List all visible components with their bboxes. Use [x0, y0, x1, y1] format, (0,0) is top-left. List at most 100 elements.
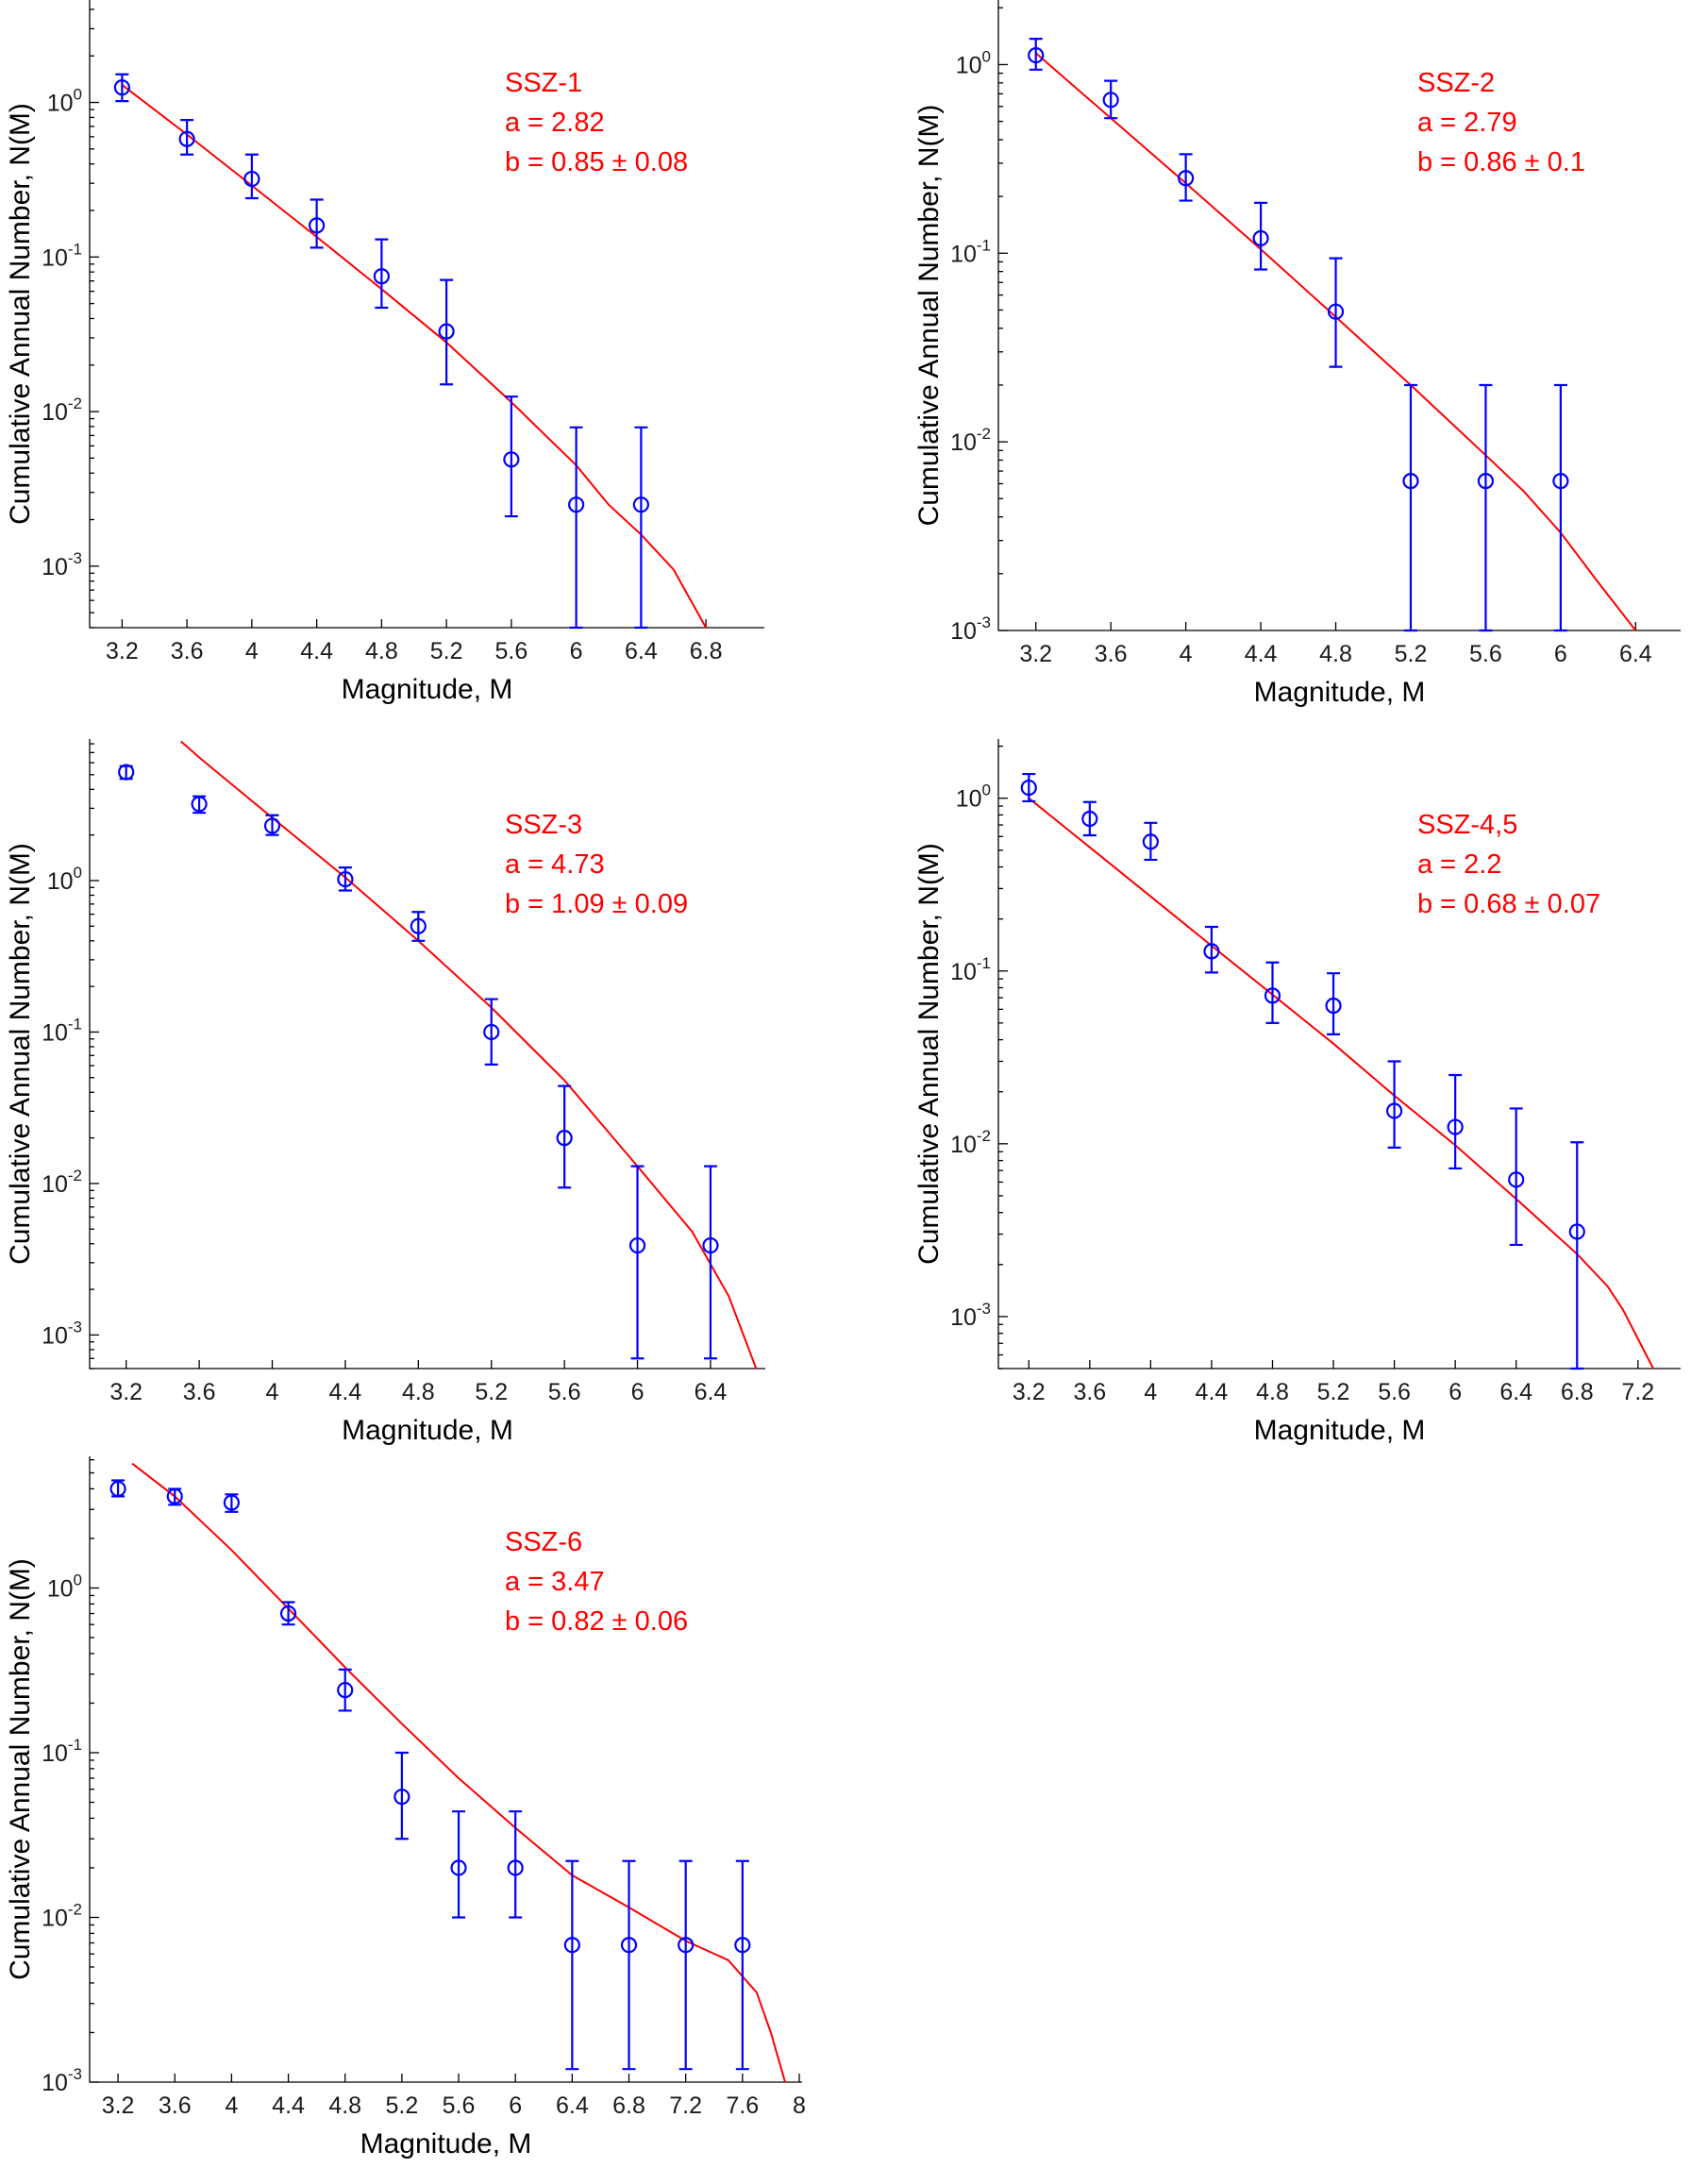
- x-axis-title: Magnitude, M: [342, 674, 513, 705]
- data-point: [309, 217, 326, 234]
- error-bar: [1029, 38, 1043, 71]
- x-tick-label: 6.4: [1619, 641, 1652, 667]
- y-tick-label: 10-2: [42, 395, 82, 426]
- y-axis-title: Cumulative Annual Number, N(M): [5, 103, 36, 525]
- error-bar: [1022, 772, 1036, 803]
- error-bar: [1265, 961, 1280, 1024]
- data-point: [450, 1859, 467, 1876]
- data-point: [373, 268, 390, 285]
- x-tick-label: 5.2: [1395, 641, 1428, 667]
- y-tick-label: 10-3: [950, 613, 991, 645]
- data-point: [1028, 46, 1045, 64]
- x-tick-label: 4.4: [1196, 1379, 1229, 1405]
- data-point: [556, 1130, 573, 1147]
- y-tick-label: 10-1: [42, 240, 82, 271]
- x-tick-label: 6.4: [1499, 1379, 1532, 1405]
- x-tick-label: 3.6: [171, 638, 204, 664]
- x-tick-label: 4: [245, 638, 259, 664]
- panel-5: 3.2 3.6 4 4.4 4.8 5.2 5.6 6 6.4 6.8 7.2 7.6 8 10-3 10-…: [5, 1456, 806, 2160]
- y-tick-label: 100: [956, 781, 991, 813]
- data-point: [1402, 473, 1419, 490]
- data-point: [620, 1937, 638, 1954]
- annotation-line: SSZ-3: [505, 810, 582, 840]
- data-point: [166, 1487, 183, 1505]
- data-point: [628, 1236, 646, 1254]
- error-bar: [484, 998, 498, 1066]
- x-tick-label: 3.6: [1073, 1379, 1106, 1405]
- x-tick-label: 6.4: [695, 1379, 728, 1405]
- fit-line: [131, 1462, 786, 2083]
- x-tick-label: 4.8: [365, 638, 398, 664]
- x-tick-label: 5.2: [430, 638, 463, 664]
- x-tick-label: 7.2: [1621, 1379, 1654, 1405]
- y-tick-label: 10-2: [950, 1127, 991, 1158]
- data-point: [337, 1682, 354, 1699]
- error-bar: [1082, 800, 1097, 837]
- panel-2: 3.2 3.6 4 4.4 4.8 5.2 5.6 6 6.4 10-3 10-2 10-1 100 Ma…: [913, 0, 1681, 708]
- data-point: [507, 1859, 524, 1876]
- data-point: [568, 496, 585, 513]
- y-axis-title: Cumulative Annual Number, N(M): [913, 105, 945, 527]
- y-axis-title: Cumulative Annual Number, N(M): [5, 1558, 36, 1980]
- panel-1: 3.2 3.6 4 4.4 4.8 5.2 5.6 6 6.4 6.8 10-3 10-2 10-1 10…: [5, 0, 764, 705]
- data-point: [118, 764, 135, 781]
- fit-line: [1028, 797, 1654, 1370]
- error-bar: [509, 1810, 523, 1919]
- y-tick-label: 10-3: [950, 1300, 991, 1331]
- data-point: [1264, 987, 1281, 1004]
- y-tick-label: 10-3: [42, 2065, 82, 2096]
- error-bar: [1204, 925, 1218, 974]
- error-bar: [394, 1751, 409, 1840]
- error-bar: [569, 426, 583, 630]
- data-point: [1325, 997, 1342, 1015]
- x-tick-label: 3.2: [109, 1379, 142, 1405]
- data-point: [1327, 303, 1345, 320]
- panel-4: 3.2 3.6 4 4.4 4.8 5.2 5.6 6 6.4 6.8 7.2 10-3 10-2 10-…: [913, 739, 1681, 1446]
- panel-3: 3.2 3.6 4 4.4 4.8 5.2 5.6 6 6.4 10-3 10-2 10-1 100 Ma…: [5, 739, 765, 1446]
- error-bar: [558, 1084, 572, 1189]
- data-point: [563, 1937, 580, 1954]
- x-axis-title: Magnitude, M: [360, 2128, 532, 2160]
- x-tick-label: 6: [570, 638, 583, 664]
- y-tick-label: 100: [47, 86, 82, 117]
- error-bar: [1254, 201, 1268, 271]
- error-bar: [180, 119, 194, 156]
- annotation-line: b = 0.86 ± 0.1: [1417, 147, 1585, 177]
- data-point: [1203, 943, 1220, 960]
- error-bar: [622, 1859, 636, 2071]
- data-point: [1385, 1102, 1403, 1119]
- annotation-line: b = 0.85 ± 0.08: [505, 147, 688, 177]
- data-point: [191, 796, 208, 813]
- data-point: [734, 1937, 751, 1954]
- annotation-line: SSZ-2: [1417, 68, 1495, 98]
- data-point: [113, 79, 130, 96]
- error-bar: [338, 1668, 352, 1712]
- data-point: [1508, 1171, 1525, 1188]
- x-tick-label: 6: [631, 1379, 645, 1405]
- x-tick-label: 4.4: [272, 2092, 305, 2119]
- x-tick-label: 6.4: [556, 2092, 589, 2119]
- data-point: [1081, 810, 1098, 828]
- x-tick-label: 4: [1180, 641, 1193, 667]
- axes-frame: [997, 0, 1681, 631]
- x-tick-label: 3.2: [1013, 1379, 1046, 1405]
- annotation-line: a = 4.73: [505, 849, 605, 880]
- data-point: [438, 323, 455, 340]
- x-tick-label: 3.6: [159, 2092, 192, 2119]
- x-tick-label: 3.2: [102, 2092, 135, 2119]
- x-tick-label: 5.6: [494, 638, 527, 664]
- error-bar: [452, 1810, 466, 1919]
- y-tick-label: 10-2: [42, 1167, 82, 1198]
- x-tick-label: 4.4: [1245, 641, 1278, 667]
- x-tick-label: 4.4: [329, 1379, 362, 1405]
- y-tick-label: 10-3: [42, 549, 82, 580]
- annotation-line: SSZ-4,5: [1417, 810, 1517, 840]
- axes-frame: [89, 739, 765, 1370]
- error-bar: [1327, 972, 1341, 1035]
- error-bar: [375, 238, 389, 310]
- x-tick-label: 6: [1448, 1379, 1462, 1405]
- error-bar: [565, 1859, 579, 2071]
- data-point: [337, 870, 354, 888]
- x-tick-label: 6.8: [690, 638, 723, 664]
- y-tick-label: 10-1: [950, 236, 991, 267]
